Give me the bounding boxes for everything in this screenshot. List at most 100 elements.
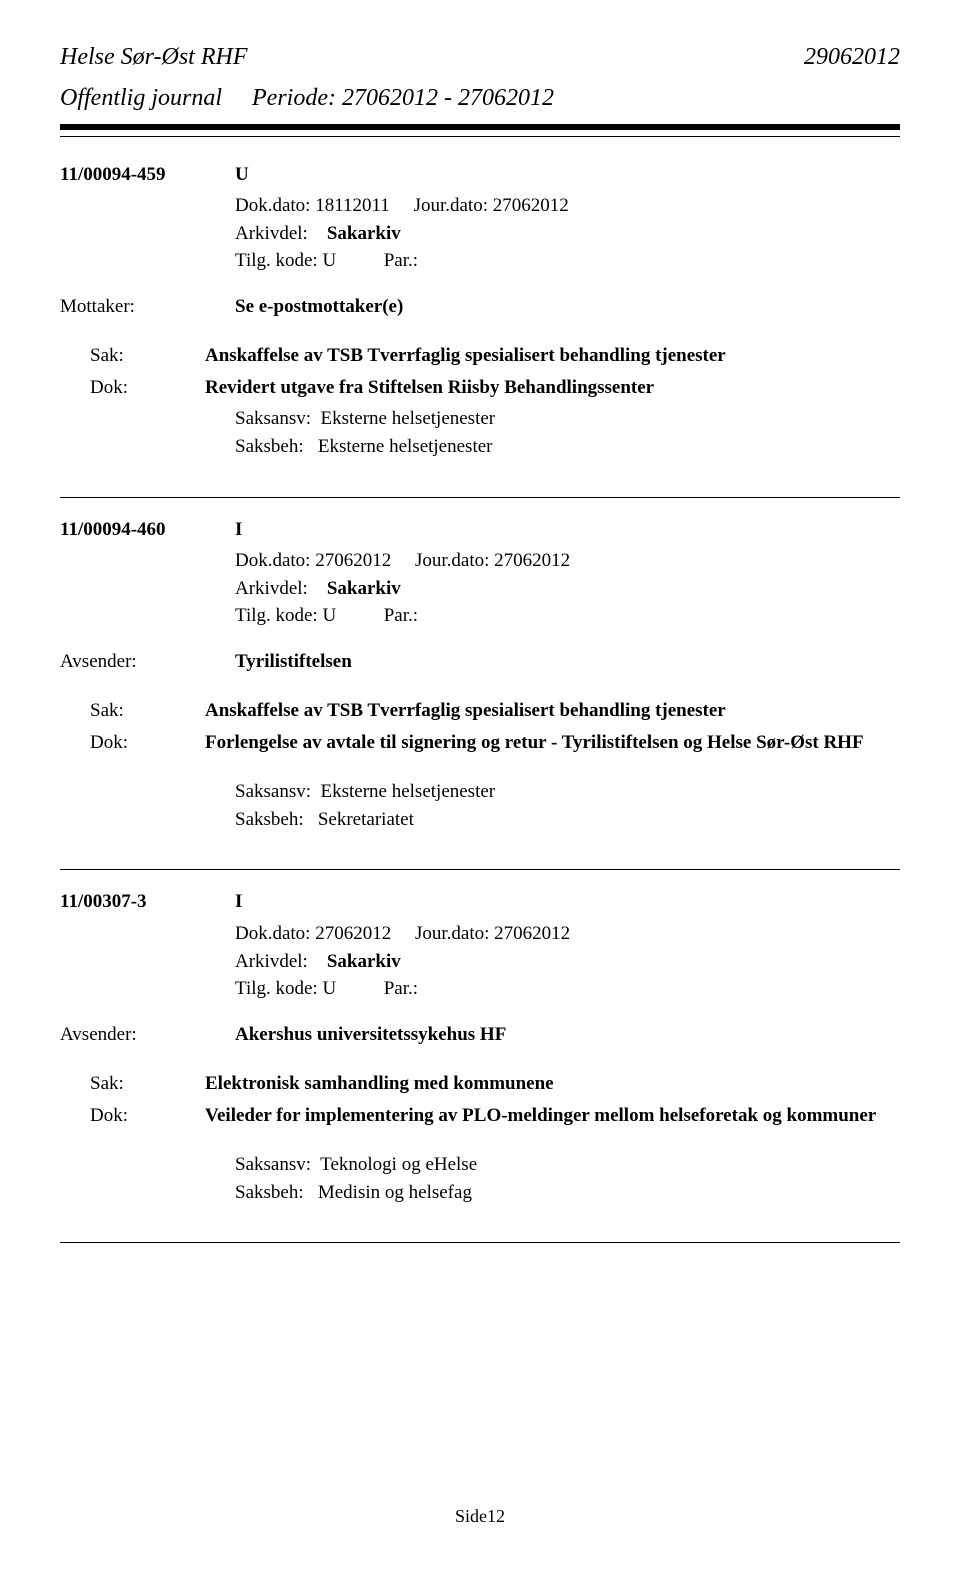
avsender-value: Akershus universitetssykehus HF [235, 1021, 900, 1049]
arkivdel-label: Arkivdel: [235, 223, 308, 244]
header-divider-thick [60, 124, 900, 130]
dok-dato: Dok.dato: 27062012 [235, 923, 391, 944]
saksbeh-label: Saksbeh: [235, 1182, 304, 1203]
avsender-value: Tyrilistiftelsen [235, 648, 900, 676]
header-subtitle: Offentlig journal [60, 81, 222, 116]
dok-value: Veileder for implementering av PLO-meldi… [205, 1102, 900, 1130]
saksbeh-label: Saksbeh: [235, 809, 304, 830]
dok-label: Dok: [60, 1102, 205, 1130]
record-dates: Dok.dato: 27062012 Jour.dato: 27062012 [235, 920, 900, 948]
arkivdel-value: Sakarkiv [327, 223, 401, 244]
avsender-row: Avsender: Tyrilistiftelsen [60, 648, 900, 676]
sak-row: Sak: Elektronisk samhandling med kommune… [60, 1070, 900, 1098]
dok-label: Dok: [60, 729, 205, 757]
record-meta: Dok.dato: 18112011 Jour.dato: 27062012 A… [60, 192, 900, 275]
record-header: 11/00094-459 U [60, 161, 900, 189]
sak-row: Sak: Anskaffelse av TSB Tverrfaglig spes… [60, 697, 900, 725]
record-tilg: Tilg. kode: U Par.: [235, 247, 900, 275]
header-period: Periode: 27062012 - 27062012 [252, 81, 554, 116]
record-tilg: Tilg. kode: U Par.: [235, 975, 900, 1003]
saksansv-row: Saksansv: Teknologi og eHelse [235, 1151, 900, 1179]
saksbeh-row: Saksbeh: Medisin og helsefag [235, 1179, 900, 1207]
page-number: Side12 [60, 1503, 900, 1529]
record-arkivdel: Arkivdel: Sakarkiv [235, 948, 900, 976]
arkivdel-value: Sakarkiv [327, 578, 401, 599]
saksbeh-value: Eksterne helsetjenester [318, 436, 493, 457]
record-arkivdel: Arkivdel: Sakarkiv [235, 220, 900, 248]
dok-dato: Dok.dato: 27062012 [235, 550, 391, 571]
avsender-row: Avsender: Akershus universitetssykehus H… [60, 1021, 900, 1049]
record-divider [60, 869, 900, 870]
dok-value: Revidert utgave fra Stiftelsen Riisby Be… [205, 374, 900, 402]
record-meta: Dok.dato: 27062012 Jour.dato: 27062012 A… [60, 547, 900, 630]
avsender-label: Avsender: [60, 648, 235, 676]
record-divider [60, 1242, 900, 1243]
tilg-label: Tilg. kode: U [235, 605, 336, 626]
saksansv-row: Saksansv: Eksterne helsetjenester [235, 405, 900, 433]
sak-value: Elektronisk samhandling med kommunene [205, 1070, 900, 1098]
saksbeh-row: Saksbeh: Eksterne helsetjenester [235, 433, 900, 461]
jour-dato: Jour.dato: 27062012 [415, 550, 570, 571]
record-type: I [235, 888, 242, 916]
avsender-label: Avsender: [60, 1021, 235, 1049]
sak-value: Anskaffelse av TSB Tverrfaglig spesialis… [205, 697, 900, 725]
saksansv-value: Eksterne helsetjenester [321, 408, 496, 429]
saksansv-row: Saksansv: Eksterne helsetjenester [235, 778, 900, 806]
saksbeh-value: Medisin og helsefag [318, 1182, 472, 1203]
saksbeh-row: Saksbeh: Sekretariatet [235, 806, 900, 834]
record-dates: Dok.dato: 18112011 Jour.dato: 27062012 [235, 192, 900, 220]
saksansv-value: Eksterne helsetjenester [321, 781, 496, 802]
record-saks: Saksansv: Eksterne helsetjenester Saksbe… [60, 778, 900, 833]
header-row-2: Offentlig journal Periode: 27062012 - 27… [60, 81, 554, 116]
sak-value: Anskaffelse av TSB Tverrfaglig spesialis… [205, 342, 900, 370]
record-dates: Dok.dato: 27062012 Jour.dato: 27062012 [235, 547, 900, 575]
par-label: Par.: [384, 250, 418, 271]
record-type: I [235, 516, 242, 544]
record-header: 11/00094-460 I [60, 516, 900, 544]
page-header: Helse Sør-Øst RHF Offentlig journal Peri… [60, 40, 900, 116]
arkivdel-label: Arkivdel: [235, 951, 308, 972]
par-label: Par.: [384, 605, 418, 626]
jour-dato: Jour.dato: 27062012 [414, 195, 569, 216]
sak-label: Sak: [60, 697, 205, 725]
par-label: Par.: [384, 978, 418, 999]
saksansv-label: Saksansv: [235, 408, 311, 429]
jour-dato: Jour.dato: 27062012 [415, 923, 570, 944]
dok-row: Dok: Veileder for implementering av PLO-… [60, 1102, 900, 1130]
record-divider [60, 497, 900, 498]
record-type: U [235, 161, 249, 189]
dok-label: Dok: [60, 374, 205, 402]
header-date: 29062012 [804, 40, 900, 75]
dok-value: Forlengelse av avtale til signering og r… [205, 729, 900, 757]
dok-row: Dok: Revidert utgave fra Stiftelsen Riis… [60, 374, 900, 402]
sak-label: Sak: [60, 342, 205, 370]
record-header: 11/00307-3 I [60, 888, 900, 916]
journal-record: 11/00307-3 I Dok.dato: 27062012 Jour.dat… [60, 888, 900, 1206]
tilg-label: Tilg. kode: U [235, 250, 336, 271]
sak-row: Sak: Anskaffelse av TSB Tverrfaglig spes… [60, 342, 900, 370]
record-saks: Saksansv: Eksterne helsetjenester Saksbe… [60, 405, 900, 460]
arkivdel-label: Arkivdel: [235, 578, 308, 599]
record-saks: Saksansv: Teknologi og eHelse Saksbeh: M… [60, 1151, 900, 1206]
sak-label: Sak: [60, 1070, 205, 1098]
journal-record: 11/00094-459 U Dok.dato: 18112011 Jour.d… [60, 161, 900, 461]
saksansv-label: Saksansv: [235, 781, 311, 802]
mottaker-row: Mottaker: Se e-postmottaker(e) [60, 293, 900, 321]
dok-row: Dok: Forlengelse av avtale til signering… [60, 729, 900, 757]
tilg-label: Tilg. kode: U [235, 978, 336, 999]
mottaker-label: Mottaker: [60, 293, 235, 321]
saksansv-value: Teknologi og eHelse [320, 1154, 477, 1175]
header-title: Helse Sør-Øst RHF [60, 40, 554, 75]
record-meta: Dok.dato: 27062012 Jour.dato: 27062012 A… [60, 920, 900, 1003]
record-id: 11/00094-460 [60, 516, 235, 544]
journal-record: 11/00094-460 I Dok.dato: 27062012 Jour.d… [60, 516, 900, 834]
header-divider-thin [60, 136, 900, 137]
dok-dato: Dok.dato: 18112011 [235, 195, 390, 216]
record-id: 11/00094-459 [60, 161, 235, 189]
record-id: 11/00307-3 [60, 888, 235, 916]
saksbeh-value: Sekretariatet [318, 809, 414, 830]
arkivdel-value: Sakarkiv [327, 951, 401, 972]
record-arkivdel: Arkivdel: Sakarkiv [235, 575, 900, 603]
saksbeh-label: Saksbeh: [235, 436, 304, 457]
record-tilg: Tilg. kode: U Par.: [235, 602, 900, 630]
